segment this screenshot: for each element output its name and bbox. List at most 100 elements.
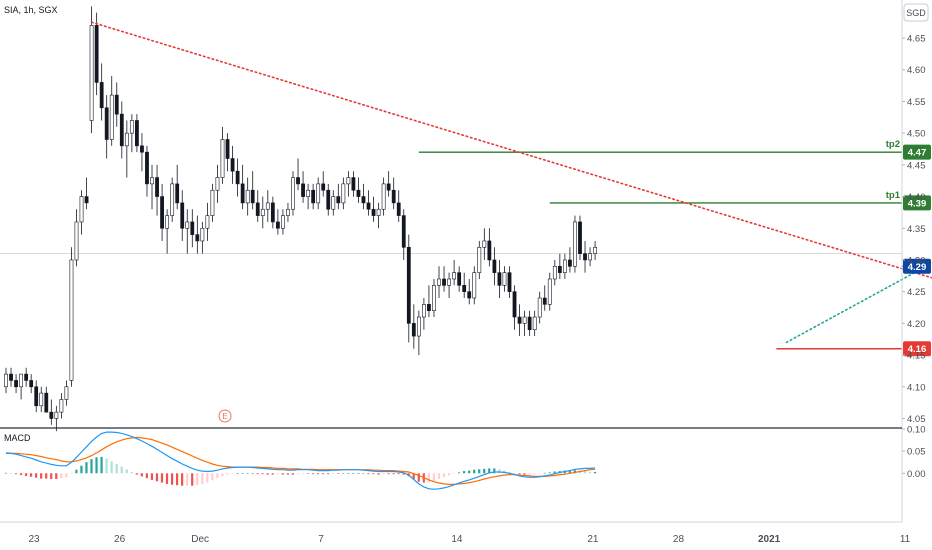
candle-body-down	[135, 120, 139, 147]
macd-histogram-bar	[65, 473, 68, 478]
macd-histogram-bar	[508, 471, 511, 474]
candle-body-down	[411, 323, 416, 337]
candle-body-down	[235, 170, 240, 185]
candle-body-up	[593, 246, 597, 254]
candle	[230, 145, 235, 184]
macd-histogram-bar	[528, 473, 531, 475]
macd-histogram-bar	[45, 473, 48, 479]
macd-line	[5, 431, 596, 490]
macd-histogram-bar	[447, 473, 451, 476]
candle-body-down	[175, 183, 180, 204]
candle-body-up	[19, 373, 24, 388]
currency-button-frame[interactable]	[903, 3, 929, 22]
candle	[79, 190, 84, 235]
macd-histogram-bar	[130, 471, 133, 474]
event-label[interactable]: E	[222, 412, 227, 421]
candle	[104, 95, 109, 159]
macd-histogram-bar	[261, 473, 264, 475]
candle-body-up	[165, 215, 170, 229]
price-level-tag-4.39[interactable]	[903, 195, 931, 211]
macd-histogram-bar	[100, 456, 103, 474]
price-level-tag-4.47[interactable]	[903, 144, 931, 160]
axis-layer: 4.47 4.39 4.29 4.16 4.05 4.10 4.15 4.20 4.25 4.30…	[28, 34, 931, 545]
price-level-value-4.29: 4.29	[908, 262, 927, 273]
macd-histogram-bar	[523, 473, 526, 475]
price-level-tag-4.29[interactable]	[903, 258, 931, 274]
candle-body-down	[366, 202, 371, 210]
candle-body-up	[291, 177, 295, 210]
candle	[386, 171, 391, 197]
candle	[583, 240, 587, 273]
candle	[170, 177, 175, 222]
candle-body-up	[331, 196, 336, 210]
candle-body-down	[356, 189, 361, 197]
candle	[185, 209, 190, 254]
candle	[275, 209, 280, 235]
candle	[14, 374, 18, 394]
currency-button[interactable]: SGD	[903, 3, 929, 22]
candle	[331, 190, 336, 216]
candle-body-up	[472, 272, 477, 299]
candle-body-up	[205, 215, 210, 229]
macd-histogram-bar	[332, 473, 335, 474]
candle-body-up	[89, 25, 94, 121]
candle	[114, 82, 119, 127]
candle	[205, 202, 210, 241]
macd-histogram-bar	[135, 473, 138, 475]
candle	[4, 367, 8, 394]
macd-histogram-bar	[583, 471, 587, 474]
candle	[210, 183, 215, 222]
candle	[562, 253, 567, 279]
macd-histogram-bar	[145, 473, 148, 479]
candle-body-down	[361, 196, 366, 204]
macd-histogram-bar	[367, 473, 370, 475]
macd-histogram-bar	[60, 473, 63, 479]
candle	[321, 171, 326, 197]
candle-body-up	[552, 266, 557, 280]
candle-body-up	[422, 304, 426, 318]
macd-histogram-bar	[327, 473, 330, 475]
candle-body-up	[210, 189, 215, 216]
candle	[245, 177, 250, 216]
uptrend-trendline[interactable]	[785, 241, 932, 344]
currency-label[interactable]: SGD	[906, 8, 926, 18]
macd-histogram-bar	[538, 473, 541, 474]
candle-body-up	[537, 297, 542, 318]
candle-body-up	[376, 208, 381, 216]
candle	[462, 272, 467, 299]
candle	[129, 114, 134, 153]
candle-body-down	[24, 373, 29, 381]
price-level-tag-4.16[interactable]	[903, 341, 931, 357]
candle	[94, 12, 99, 96]
time-axis-label: 14	[451, 534, 463, 545]
macd-histogram-bar	[24, 473, 28, 476]
candle	[265, 190, 270, 222]
candle-body-up	[74, 221, 79, 261]
candle	[255, 190, 260, 222]
macd-histogram-bar	[40, 473, 43, 479]
macd-histogram-bar	[140, 473, 143, 477]
macd-histogram-bar	[150, 473, 154, 480]
candle-body-down	[160, 196, 164, 229]
event-circle[interactable]	[218, 409, 232, 423]
candle	[306, 183, 311, 210]
downtrend-trendline[interactable]	[90, 21, 932, 339]
candle-body-up	[200, 227, 205, 242]
earnings-event-marker[interactable]: E	[218, 409, 232, 423]
price-axis-label: 4.55	[907, 97, 926, 108]
candle	[522, 310, 527, 337]
macd-histogram-bar	[337, 473, 340, 474]
macd-histogram-bar	[397, 473, 400, 475]
candle-body-down	[396, 202, 401, 216]
candle-body-up	[69, 259, 74, 381]
candle-body-down	[386, 183, 391, 191]
candle-body-down	[371, 208, 376, 216]
candle-body-down	[512, 291, 517, 318]
candle	[99, 63, 104, 121]
macd-histogram-bar	[110, 461, 113, 474]
candle-body-up	[341, 183, 346, 204]
macd-histogram-bar	[392, 473, 395, 475]
candle	[74, 209, 79, 267]
candle	[135, 114, 139, 153]
